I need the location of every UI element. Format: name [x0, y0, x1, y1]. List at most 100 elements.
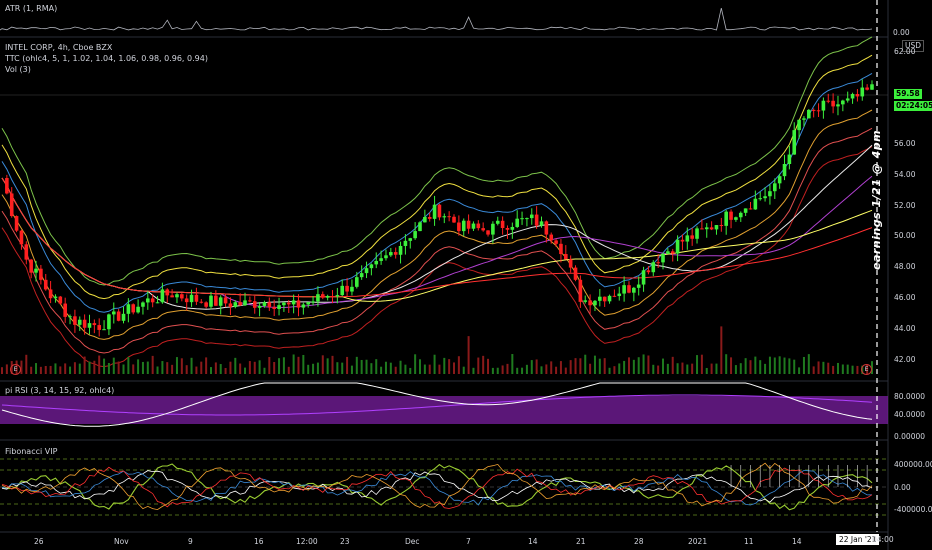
candle-body: [24, 244, 29, 260]
candle-body: [539, 221, 544, 226]
volume-bar: [44, 365, 47, 374]
price-tick-label: 48.00: [894, 262, 916, 272]
candle-body: [821, 100, 826, 111]
candle-body: [408, 238, 413, 241]
volume-bar: [871, 361, 873, 374]
volume-bar: [297, 356, 300, 374]
ttc-band-line: [1, 72, 873, 313]
volume-bar: [175, 357, 178, 374]
main-title[interactable]: INTEL CORP, 4h, Cboe BZX: [5, 43, 113, 52]
pane-frame: [0, 0, 889, 550]
candle-body: [695, 228, 699, 239]
candle-body: [267, 302, 272, 308]
candle-body: [782, 164, 787, 177]
fib-label[interactable]: Fibonacci VIP: [5, 447, 58, 456]
volume-bar: [569, 360, 572, 374]
volume-bar: [59, 366, 62, 374]
earnings-icon[interactable]: E: [10, 364, 21, 375]
volume-bar: [827, 362, 830, 374]
ttc-band-line: [1, 127, 873, 354]
candle-body: [189, 294, 194, 303]
candle-body: [350, 286, 354, 292]
volume-bar: [20, 360, 23, 374]
volume-bar: [127, 357, 130, 374]
volume-bar: [691, 363, 694, 374]
candle-body: [811, 109, 816, 111]
volume-bar: [195, 366, 198, 374]
candle-body: [442, 216, 447, 218]
price-tick-label: 46.00: [894, 293, 916, 302]
candle-body: [111, 311, 116, 315]
rsi-band: [0, 396, 888, 424]
volume-indicator-label[interactable]: Vol (3): [5, 65, 31, 74]
candle-body: [29, 259, 33, 273]
volume-bar: [151, 355, 154, 374]
candle-body: [364, 268, 369, 274]
candle-body: [194, 294, 199, 302]
earnings-icon[interactable]: E: [861, 364, 872, 375]
volume-bar: [205, 357, 208, 374]
volume-bar: [807, 354, 810, 374]
volume-bar: [783, 357, 786, 374]
rsi-signal-line: [1, 394, 873, 416]
candle-body: [87, 323, 92, 328]
candle-body: [330, 295, 335, 297]
volume-bar: [365, 359, 368, 374]
volume-bar: [603, 358, 606, 374]
candle-body: [286, 302, 291, 305]
ttc-indicator-label[interactable]: TTC (ohlc4, 5, 1, 1.02, 1.04, 1.06, 0.98…: [5, 54, 208, 63]
volume-bar: [180, 358, 183, 374]
candle-body: [792, 130, 797, 155]
candle-body: [607, 295, 612, 302]
candle-body: [311, 301, 315, 303]
candle-body: [714, 225, 719, 230]
volume-bar: [710, 363, 713, 374]
volume-bar: [516, 367, 519, 374]
candle-body: [549, 234, 554, 241]
candle-body: [831, 100, 835, 107]
volume-bar: [598, 358, 601, 374]
volume-bar: [666, 363, 669, 374]
candle-body: [374, 260, 379, 265]
fibonacci-pane: [0, 458, 888, 516]
candle-body: [583, 300, 588, 302]
candle-body: [398, 245, 403, 255]
volume-bar: [559, 361, 562, 374]
ttc-bands: [1, 36, 873, 368]
atr-label[interactable]: ATR (1, RMA): [5, 4, 58, 13]
candle-body: [160, 289, 165, 303]
candle-body: [777, 176, 782, 184]
rsi-label[interactable]: pi RSI (3, 14, 15, 92, ohlc4): [5, 386, 115, 395]
volume-bar: [263, 367, 266, 374]
candle-body: [622, 285, 626, 294]
candle-body: [19, 230, 24, 245]
volume-bar: [117, 361, 120, 374]
candle-body: [301, 304, 306, 308]
volume-bar: [287, 366, 290, 374]
volume-bar: [171, 364, 174, 374]
candle-body: [515, 218, 519, 227]
volume-bar: [380, 366, 383, 374]
candle-body: [802, 118, 806, 120]
volume-bar: [107, 362, 110, 374]
rsi-tick-label: 0.00000: [894, 432, 926, 441]
candle-body: [661, 253, 665, 263]
price-tick-label: 52.00: [894, 200, 916, 210]
candle-body: [632, 287, 636, 293]
candle-body: [92, 323, 97, 326]
candle-body: [296, 300, 301, 308]
rsi-tick-label: 40.0000: [894, 410, 926, 419]
candle-body: [510, 226, 515, 230]
candle-body: [680, 239, 685, 242]
volume-bar: [759, 360, 762, 374]
candle-body: [627, 285, 631, 293]
rsi-line: [1, 382, 873, 427]
candle-body: [340, 285, 345, 296]
currency-button[interactable]: USD: [902, 40, 925, 52]
candle-body: [418, 222, 422, 232]
volume-bar: [321, 355, 324, 374]
candle-body: [457, 222, 461, 232]
ttc-band-line: [1, 109, 873, 340]
volume-bar: [482, 355, 485, 374]
candle-body: [670, 251, 675, 254]
